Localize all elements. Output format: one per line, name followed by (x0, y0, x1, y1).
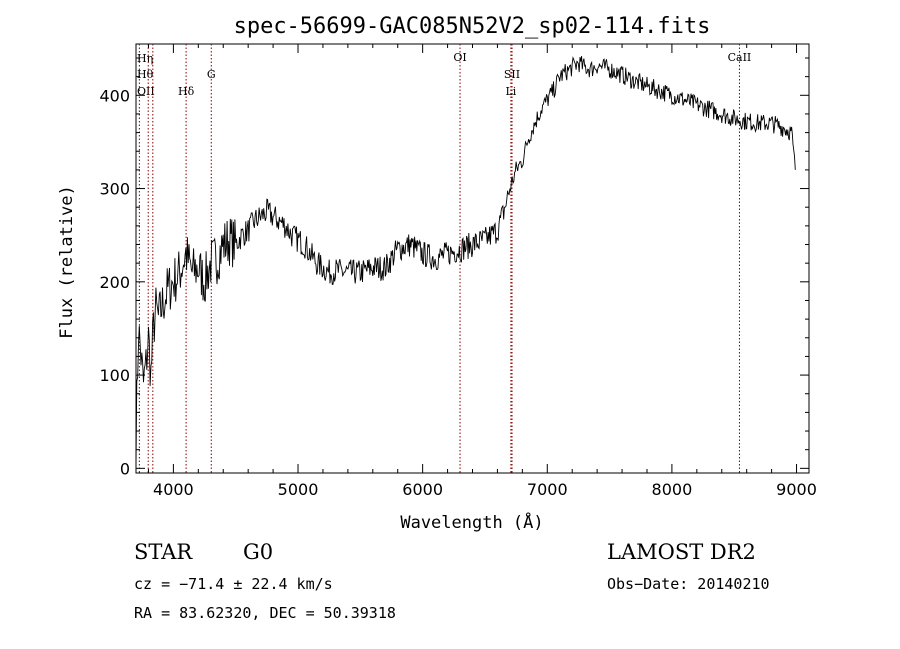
x-tick-label: 8000 (652, 480, 693, 499)
spectrum-line (135, 56, 796, 467)
redshift-velocity: cz = −71.4 ± 22.4 km/s (134, 575, 333, 593)
coordinates: RA = 83.62320, DEC = 50.39318 (134, 604, 396, 622)
y-tick-label: 0 (120, 459, 130, 478)
y-tick-label: 100 (99, 366, 130, 385)
axis-ticks: 4000 5000 6000 7000 8000 9000 0 100 200 300 400 (99, 44, 817, 499)
spectral-line-label: CaII (728, 51, 752, 64)
chart-title: spec-56699-GAC085N52V2_sp02-114.fits (234, 14, 711, 39)
y-tick-label: 300 (99, 180, 130, 199)
object-subclass: G0 (243, 540, 274, 564)
y-tick-label: 200 (99, 273, 130, 292)
spectral-line-label: SII (504, 68, 520, 81)
object-class: STAR (134, 540, 193, 564)
spectral-line-label: Hδ (178, 85, 195, 98)
spectral-line-label: G (207, 68, 216, 81)
spectral-line-label: Hθ (137, 68, 154, 81)
x-tick-label: 5000 (278, 480, 319, 499)
x-tick-label: 7000 (527, 480, 568, 499)
y-tick-label: 400 (99, 86, 130, 105)
spectral-line-label: Hη (137, 52, 153, 65)
y-axis-label: Flux (relative) (57, 185, 77, 339)
x-tick-label: 6000 (402, 480, 443, 499)
spectral-line-label: Li (505, 85, 516, 98)
series-group (135, 56, 796, 467)
x-axis-label: Wavelength (Å) (400, 511, 543, 533)
spectral-line-label: OI (453, 51, 466, 64)
observation-date: Obs−Date: 20140210 (607, 575, 770, 593)
x-tick-label: 4000 (153, 480, 194, 499)
x-tick-label: 9000 (776, 480, 817, 499)
survey-name: LAMOST DR2 (607, 540, 756, 564)
spectral-line-label: OII (137, 85, 155, 98)
